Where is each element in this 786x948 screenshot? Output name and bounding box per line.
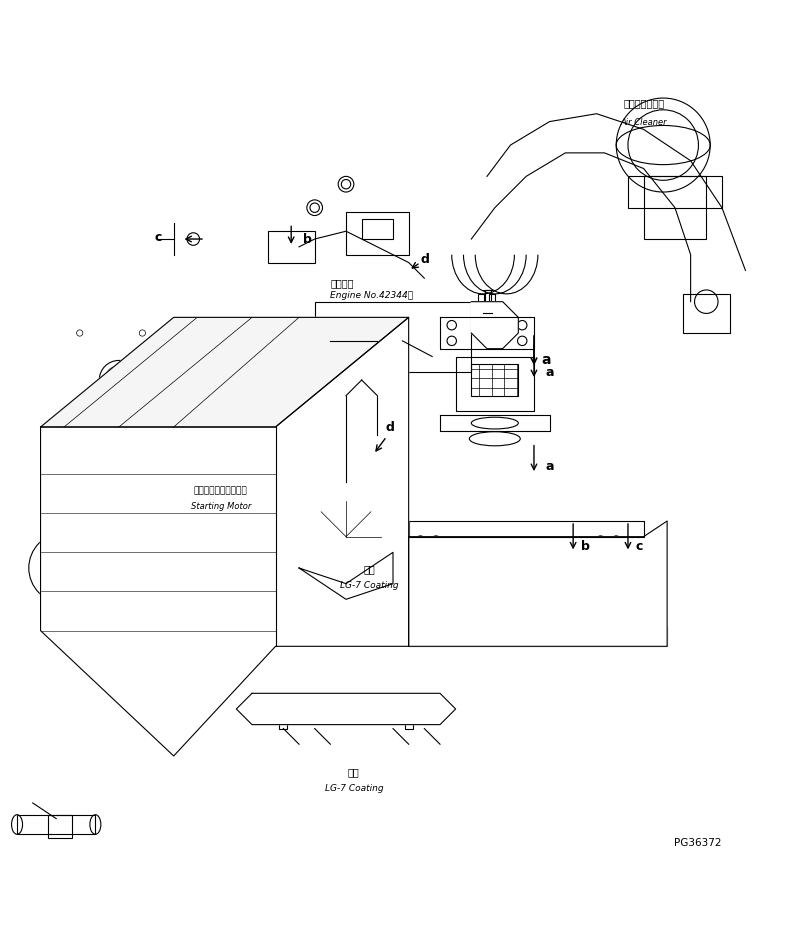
Text: b: b [303, 233, 312, 246]
Text: 塗布: 塗布 [364, 564, 376, 574]
Text: b: b [581, 540, 590, 553]
Bar [346, 211, 409, 255]
Text: a: a [545, 460, 554, 473]
Bar [485, 290, 491, 301]
Bar [489, 294, 495, 318]
Bar [314, 301, 472, 373]
Bar [409, 627, 667, 647]
Polygon shape [41, 318, 409, 756]
Text: Starting Motor: Starting Motor [190, 502, 251, 511]
Text: d: d [385, 421, 394, 434]
Text: スターティングモータ: スターティングモータ [194, 486, 248, 496]
Bar [485, 314, 491, 325]
Text: d: d [421, 252, 429, 265]
Text: a: a [542, 354, 551, 367]
Text: 塗布: 塗布 [348, 768, 360, 777]
Bar [268, 231, 314, 263]
Bar [49, 814, 72, 838]
Bar [628, 176, 722, 208]
Text: 適用号機: 適用号機 [330, 278, 354, 288]
Text: エアークリーナ: エアークリーナ [623, 98, 664, 108]
Bar [478, 294, 484, 318]
Text: c: c [154, 231, 161, 245]
Bar [456, 356, 534, 411]
Bar [683, 294, 729, 333]
Bar [17, 814, 95, 834]
Polygon shape [472, 301, 518, 349]
Text: a: a [545, 366, 554, 379]
Text: Air Cleaner: Air Cleaner [620, 118, 667, 127]
Text: c: c [636, 540, 643, 553]
Bar [362, 219, 393, 239]
Text: Engine No.42344～: Engine No.42344～ [330, 291, 413, 300]
Polygon shape [41, 318, 409, 427]
Text: LG-7 Coating: LG-7 Coating [340, 580, 399, 590]
Bar [472, 364, 518, 395]
Polygon shape [237, 693, 456, 724]
Text: LG-7 Coating: LG-7 Coating [325, 784, 383, 793]
Bar [644, 176, 707, 239]
Text: PG36372: PG36372 [674, 838, 722, 848]
Polygon shape [409, 521, 667, 647]
Bar [280, 709, 287, 729]
Bar [405, 709, 413, 729]
